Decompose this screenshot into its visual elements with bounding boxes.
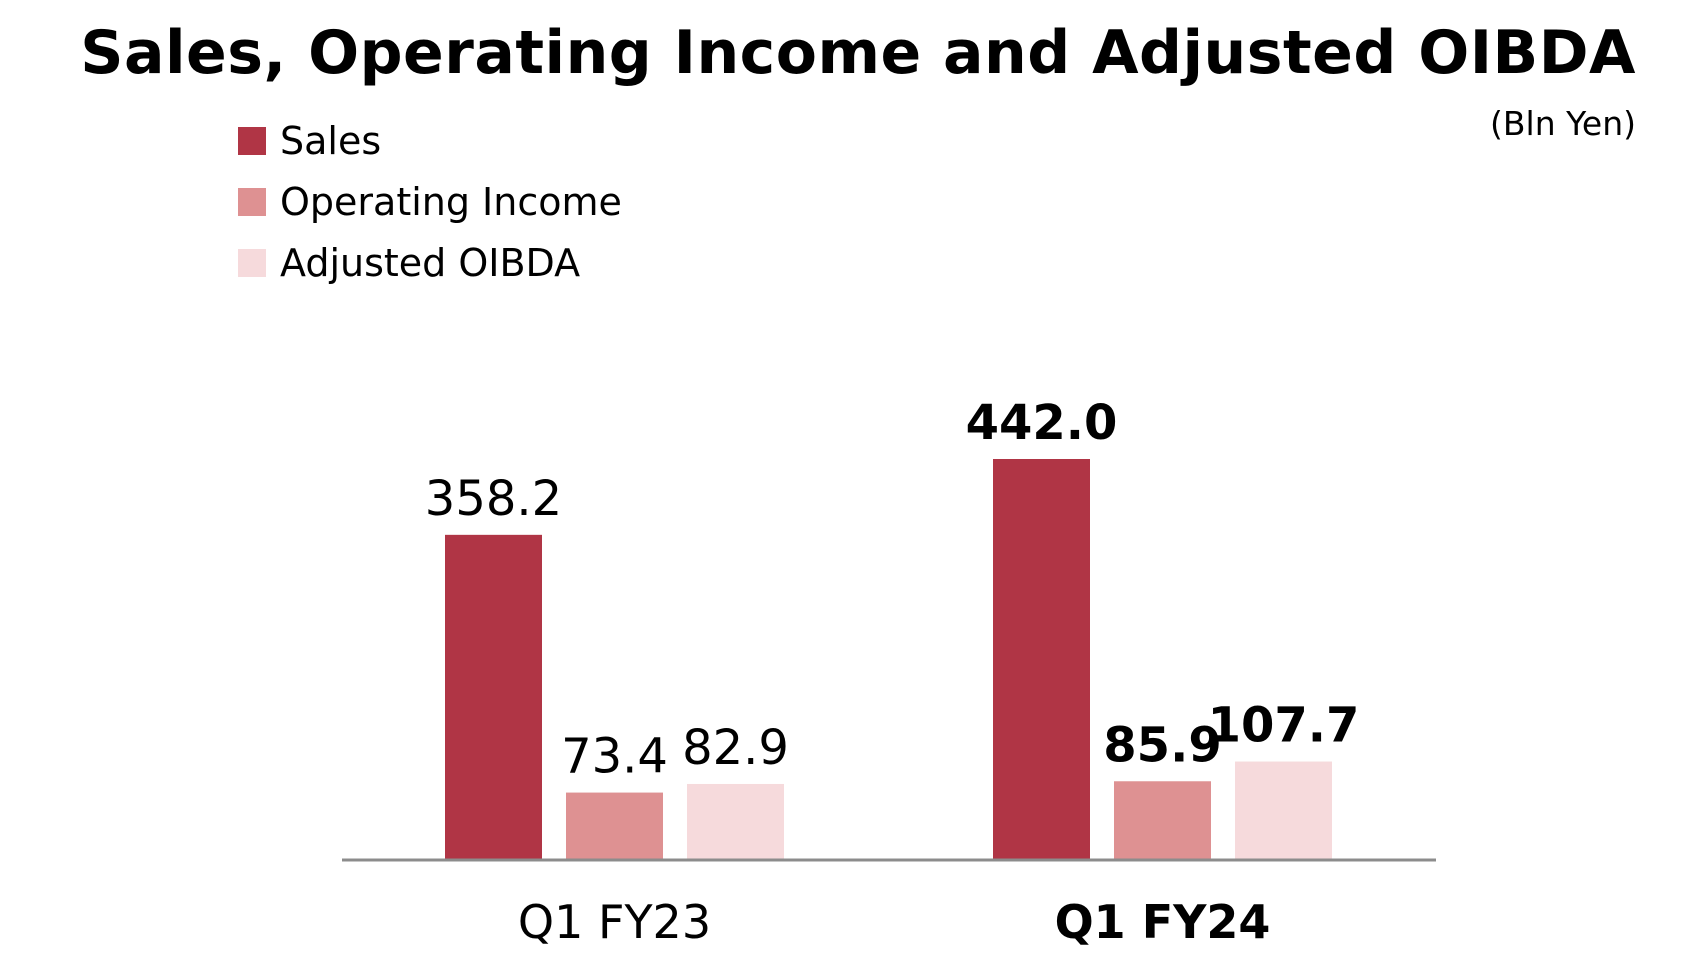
data-label-adjusted-oibda-q1-fy24: 107.7 bbox=[1208, 698, 1360, 754]
category-label-q1-fy23: Q1 FY23 bbox=[518, 895, 711, 949]
legend-item-sales: Sales bbox=[238, 110, 622, 171]
data-label-adjusted-oibda-q1-fy23: 82.9 bbox=[682, 720, 789, 776]
bar-sales-q1-fy23 bbox=[445, 534, 542, 859]
unit-label: (Bln Yen) bbox=[1490, 104, 1636, 143]
legend-swatch-operating-income bbox=[238, 187, 266, 216]
bar-adjusted-oibda-q1-fy23 bbox=[687, 783, 784, 859]
bar-sales-q1-fy24 bbox=[993, 459, 1090, 859]
data-label-operating-income-q1-fy24: 85.9 bbox=[1103, 717, 1221, 773]
legend-label-sales: Sales bbox=[280, 118, 382, 163]
bar-operating-income-q1-fy23 bbox=[566, 792, 663, 859]
bar-operating-income-q1-fy24 bbox=[1114, 781, 1211, 859]
legend-swatch-sales bbox=[238, 126, 266, 155]
legend-item-operating-income: Operating Income bbox=[238, 171, 622, 232]
legend-item-adjusted-oibda: Adjusted OIBDA bbox=[238, 232, 622, 293]
bar-adjusted-oibda-q1-fy24 bbox=[1235, 761, 1332, 859]
legend-swatch-adjusted-oibda bbox=[238, 248, 266, 277]
data-label-sales-q1-fy24: 442.0 bbox=[966, 395, 1118, 451]
chart-title: Sales, Operating Income and Adjusted OIB… bbox=[80, 18, 1636, 88]
legend: Sales Operating Income Adjusted OIBDA bbox=[238, 110, 622, 293]
legend-label-adjusted-oibda: Adjusted OIBDA bbox=[280, 240, 581, 285]
data-label-sales-q1-fy23: 358.2 bbox=[425, 471, 562, 527]
category-label-q1-fy24: Q1 FY24 bbox=[1055, 895, 1271, 949]
data-label-operating-income-q1-fy23: 73.4 bbox=[561, 729, 668, 785]
legend-label-operating-income: Operating Income bbox=[280, 179, 622, 224]
